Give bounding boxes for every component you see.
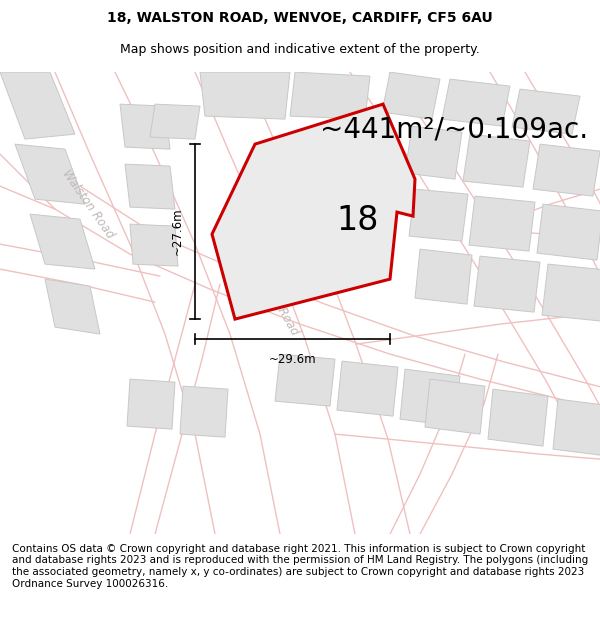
Polygon shape <box>405 126 462 179</box>
Text: Map shows position and indicative extent of the property.: Map shows position and indicative extent… <box>120 42 480 56</box>
Polygon shape <box>415 249 472 304</box>
Polygon shape <box>130 224 178 266</box>
Polygon shape <box>553 399 600 456</box>
Polygon shape <box>442 79 510 126</box>
Polygon shape <box>537 204 600 260</box>
Text: Walston Road: Walston Road <box>249 261 301 338</box>
Polygon shape <box>200 72 290 119</box>
Polygon shape <box>290 72 370 119</box>
Text: Wenvoe Close: Wenvoe Close <box>213 240 297 278</box>
Polygon shape <box>488 389 548 446</box>
Text: 18, WALSTON ROAD, WENVOE, CARDIFF, CF5 6AU: 18, WALSTON ROAD, WENVOE, CARDIFF, CF5 6… <box>107 11 493 26</box>
Polygon shape <box>0 72 75 139</box>
Polygon shape <box>409 189 468 241</box>
Polygon shape <box>400 369 460 426</box>
Polygon shape <box>30 214 95 269</box>
Polygon shape <box>337 361 398 416</box>
Polygon shape <box>15 144 85 204</box>
Polygon shape <box>120 104 170 149</box>
Polygon shape <box>469 196 535 251</box>
Polygon shape <box>542 264 600 321</box>
Polygon shape <box>150 104 200 139</box>
Polygon shape <box>425 379 485 434</box>
Polygon shape <box>180 386 228 437</box>
Text: Walston Road: Walston Road <box>59 168 116 241</box>
Polygon shape <box>512 89 580 134</box>
Text: Contains OS data © Crown copyright and database right 2021. This information is : Contains OS data © Crown copyright and d… <box>12 544 588 589</box>
Polygon shape <box>533 144 600 196</box>
Polygon shape <box>125 164 175 209</box>
Polygon shape <box>127 379 175 429</box>
Polygon shape <box>474 256 540 312</box>
Polygon shape <box>275 354 335 406</box>
Polygon shape <box>382 72 440 119</box>
Polygon shape <box>45 279 100 334</box>
Polygon shape <box>268 184 355 239</box>
Polygon shape <box>463 134 530 187</box>
Text: ~441m²/~0.109ac.: ~441m²/~0.109ac. <box>320 115 588 143</box>
Text: 18: 18 <box>337 204 379 238</box>
Text: ~27.6m: ~27.6m <box>170 208 184 256</box>
Polygon shape <box>212 104 415 319</box>
Text: ~29.6m: ~29.6m <box>269 352 316 366</box>
